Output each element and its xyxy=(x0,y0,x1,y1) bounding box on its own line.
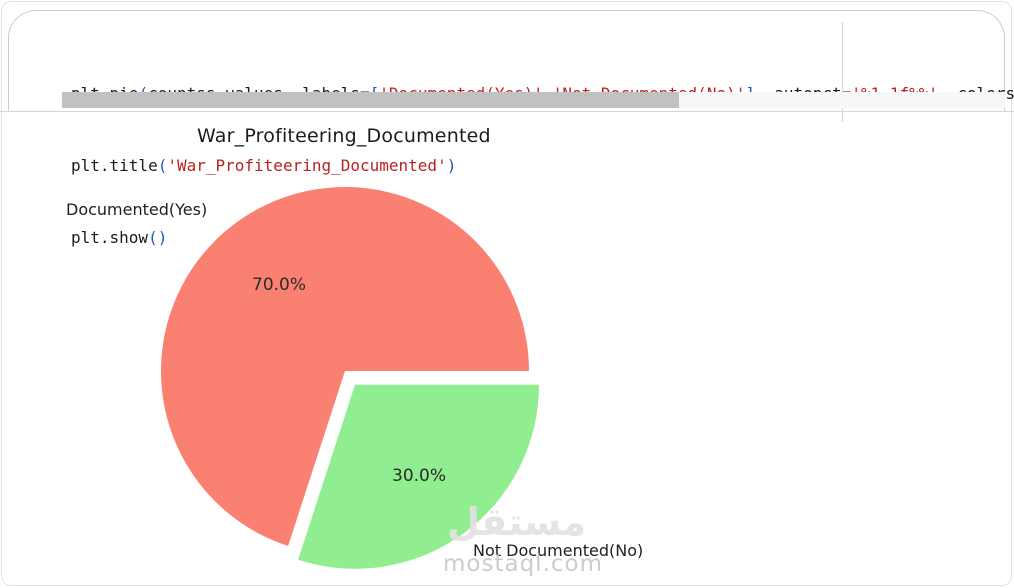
pie-label-documented-yes: Documented(Yes) xyxy=(66,200,208,219)
watermark-site-text: mostaql.com xyxy=(443,551,603,577)
code-token: plt.show xyxy=(71,228,149,247)
horizontal-scrollbar-thumb[interactable] xyxy=(62,92,679,108)
watermark-logo: مستقل xyxy=(447,500,586,544)
pie-wedge-not-documented-no xyxy=(298,384,539,569)
code-token: ) xyxy=(446,156,457,175)
code-token: () xyxy=(148,228,168,247)
code-line-3[interactable]: plt.show() xyxy=(71,226,1014,250)
code-line-2[interactable]: plt.title('War_Profiteering_Documented') xyxy=(71,154,1014,178)
chart-title: War_Profiteering_Documented xyxy=(197,125,491,147)
code-token: 'War_Profiteering_Documented' xyxy=(167,156,447,175)
pie-label-not-documented-no: Not Documented(No) xyxy=(473,541,644,560)
code-token: plt.title xyxy=(71,156,158,175)
pie-percent-documented-yes: 70.0% xyxy=(252,275,307,295)
cell-bottom-divider xyxy=(0,111,1014,112)
pie-wedge-documented-yes xyxy=(161,187,529,546)
editor-pane-divider xyxy=(842,22,843,122)
pie-percent-not-documented-no: 30.0% xyxy=(392,466,447,486)
code-token: ( xyxy=(157,156,168,175)
